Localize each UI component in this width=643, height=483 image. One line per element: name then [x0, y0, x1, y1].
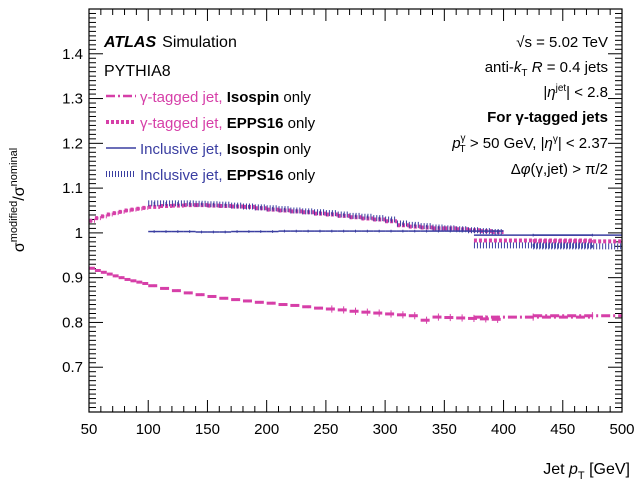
atlas-label-sub: Simulation — [162, 34, 237, 51]
atlas-label-bold: ATLAS — [103, 34, 156, 51]
series-layer — [89, 200, 622, 324]
y-axis-label-sup2: nominal — [8, 148, 20, 187]
annotation-eta-jet: |ηjet| < 2.8 — [543, 83, 608, 101]
x-axis-label-unit: [GeV] — [585, 461, 630, 478]
legend-text-c: only — [283, 115, 315, 132]
generator-label: PYTHIA8 — [104, 63, 171, 80]
series-0 — [89, 266, 622, 324]
legend-entry-gamma-epps16: γ-tagged jet, EPPS16 only — [140, 115, 316, 132]
legend-entry-gamma-isospin: γ-tagged jet, Isospin only — [140, 89, 311, 106]
x-tick-label: 150 — [195, 421, 220, 438]
annotation-sqrt-s: √s = 5.02 TeV — [516, 34, 608, 51]
y-tick-label: 1.2 — [62, 135, 83, 152]
legend-text-a: γ-tagged jet, — [140, 89, 227, 106]
y-tick-label: 0.7 — [62, 359, 83, 376]
series-3 — [148, 200, 622, 250]
legend-text-a: γ-tagged jet, — [140, 115, 227, 132]
x-axis-label-sub: T — [578, 470, 585, 482]
legend-text-b: EPPS16 — [227, 115, 284, 132]
x-axis-label-var: p — [568, 461, 578, 478]
y-axis-label-sep: /σ — [11, 186, 28, 200]
y-tick-label: 1.4 — [62, 46, 83, 63]
x-tick-label: 400 — [491, 421, 516, 438]
y-axis-label-base: σ — [11, 242, 28, 252]
legend: γ-tagged jet, Isospin only γ-tagged jet,… — [106, 89, 316, 184]
x-tick-label: 450 — [550, 421, 575, 438]
legend-entry-inclusive-isospin: Inclusive jet, Isospin only — [140, 141, 311, 158]
legend-text-a: Inclusive jet, — [140, 167, 227, 184]
y-tick-label: 0.8 — [62, 314, 83, 331]
x-tick-label: 100 — [136, 421, 161, 438]
x-axis-label-main: Jet — [543, 461, 569, 478]
legend-text-b: Isospin — [227, 141, 280, 158]
y-axis-label-sup1: modified — [8, 201, 20, 243]
y-tick-label: 1.1 — [62, 180, 83, 197]
series-2 — [148, 229, 622, 237]
legend-text-c: only — [279, 89, 311, 106]
x-axis-label: Jet pT [GeV] — [543, 461, 630, 482]
legend-text-b: Isospin — [227, 89, 280, 106]
axis-ticks: 50 100 150 200 250 300 350 400 450 500 0.7 0.8 0.9 1 1… — [62, 9, 635, 438]
x-tick-label: 50 — [81, 421, 98, 438]
legend-text-b: EPPS16 — [227, 167, 284, 184]
y-tick-label: 1 — [75, 225, 83, 242]
x-tick-label: 350 — [432, 421, 457, 438]
legend-text-c: only — [279, 141, 311, 158]
legend-text-a: Inclusive jet, — [140, 141, 227, 158]
legend-text-c: only — [283, 167, 315, 184]
annotation-delta-phi: Δφ(γ,jet) > π/2 — [511, 161, 608, 178]
x-tick-label: 250 — [313, 421, 338, 438]
atlas-label: ATLAS Simulation — [103, 34, 237, 51]
kinematics-annotation: √s = 5.02 TeV anti-kT R = 0.4 jets |ηjet… — [451, 34, 608, 178]
annotation-gamma-tagged: For γ-tagged jets — [487, 109, 608, 126]
y-tick-label: 0.9 — [62, 270, 83, 287]
x-tick-label: 500 — [609, 421, 634, 438]
annotation-jet-algo: anti-kT R = 0.4 jets — [485, 59, 608, 79]
y-axis-label: σmodified/σnominal — [8, 148, 28, 252]
legend-entry-inclusive-epps16: Inclusive jet, EPPS16 only — [140, 167, 316, 184]
plot-frame — [88, 8, 623, 413]
y-tick-label: 1.3 — [62, 91, 83, 108]
annotation-photon-cuts: pγ T > 50 GeV, |ηγ| < 2.37 — [451, 133, 608, 155]
series-1 — [89, 203, 622, 244]
x-tick-label: 300 — [373, 421, 398, 438]
x-tick-label: 200 — [254, 421, 279, 438]
